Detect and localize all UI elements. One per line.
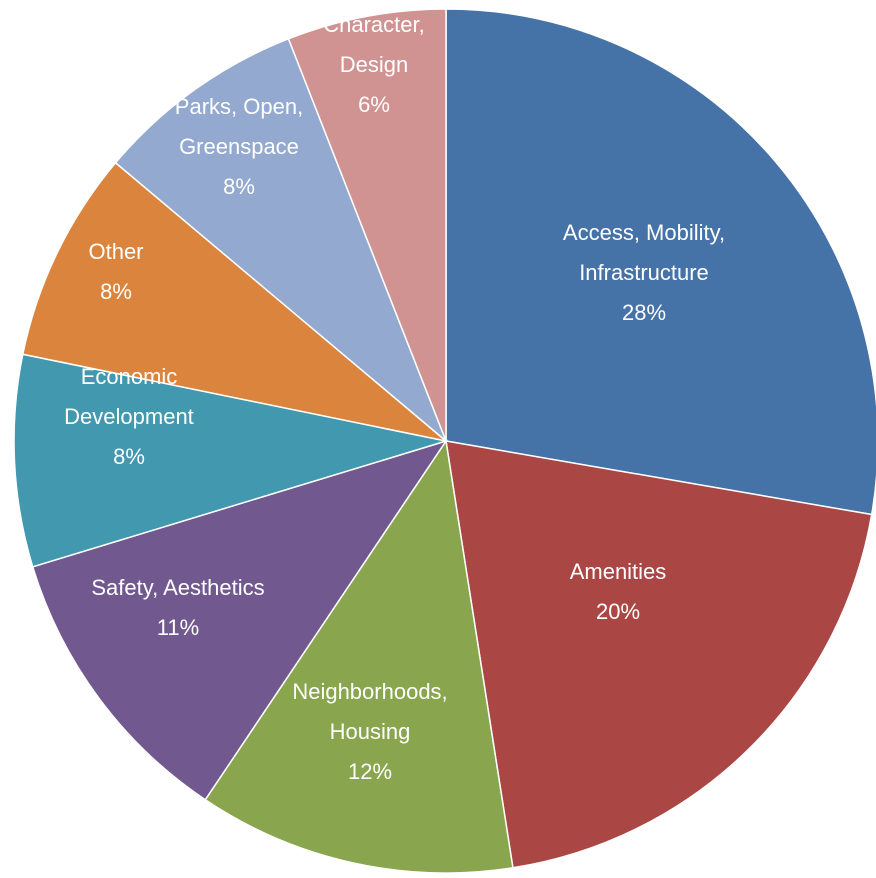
slice-value-label: 11% [157,615,199,640]
pie-slices [13,8,876,874]
slice-label-parks-open-greenspace: Parks, Open, Greenspace 8% [175,94,303,199]
slice-label-access-mobility-infrastructure: Access, Mobility, Infrastructure 28% [563,220,725,325]
slice-value-label: 20% [596,599,640,624]
pie-slice-economic-development [13,353,447,568]
slice-name-line: Character, [323,12,425,37]
pie-labels: Access, Mobility, Infrastructure 28% Amenit… [64,12,725,784]
pie-slice-amenities [445,440,873,869]
slice-name-line: Housing [330,719,411,744]
slice-name-line: Parks, Open, [175,94,303,119]
slice-name-line: Economic [81,364,178,389]
pie-slice-character-design [287,8,447,442]
slice-name-line: Development [64,404,194,429]
slice-value-label: 12% [348,759,392,784]
slice-name-line: Neighborhoods, [292,679,447,704]
slice-label-character-design: Character, Design 6% [323,12,425,117]
slice-name-line: Other [88,239,143,264]
slice-label-other: Other 8% [88,239,143,304]
slice-name-line: Design [340,52,408,77]
slice-name-line: Safety, Aesthetics [91,575,264,600]
slice-value-label: 6% [358,92,390,117]
slice-label-economic-development: Economic Development 8% [64,364,194,469]
slice-name-line: Amenities [570,559,667,584]
slice-value-label: 8% [223,174,255,199]
slice-name-line: Infrastructure [579,260,709,285]
slice-value-label: 28% [622,300,666,325]
slice-value-label: 8% [113,444,145,469]
pie-slice-access-mobility-infrastructure [445,8,876,516]
slice-name-line: Access, Mobility, [563,220,725,245]
pie-slice-safety-aesthetics [31,439,448,801]
pie-slice-neighborhoods-housing [204,438,514,874]
slice-label-neighborhoods-housing: Neighborhoods, Housing 12% [292,679,447,784]
slice-label-amenities: Amenities 20% [570,559,667,624]
slice-name-line: Greenspace [179,134,299,159]
pie-slice-parks-open-greenspace [114,37,447,442]
slice-label-safety-aesthetics: Safety, Aesthetics 11% [91,575,264,640]
slice-value-label: 8% [100,279,132,304]
pie-slice-other [21,161,447,442]
